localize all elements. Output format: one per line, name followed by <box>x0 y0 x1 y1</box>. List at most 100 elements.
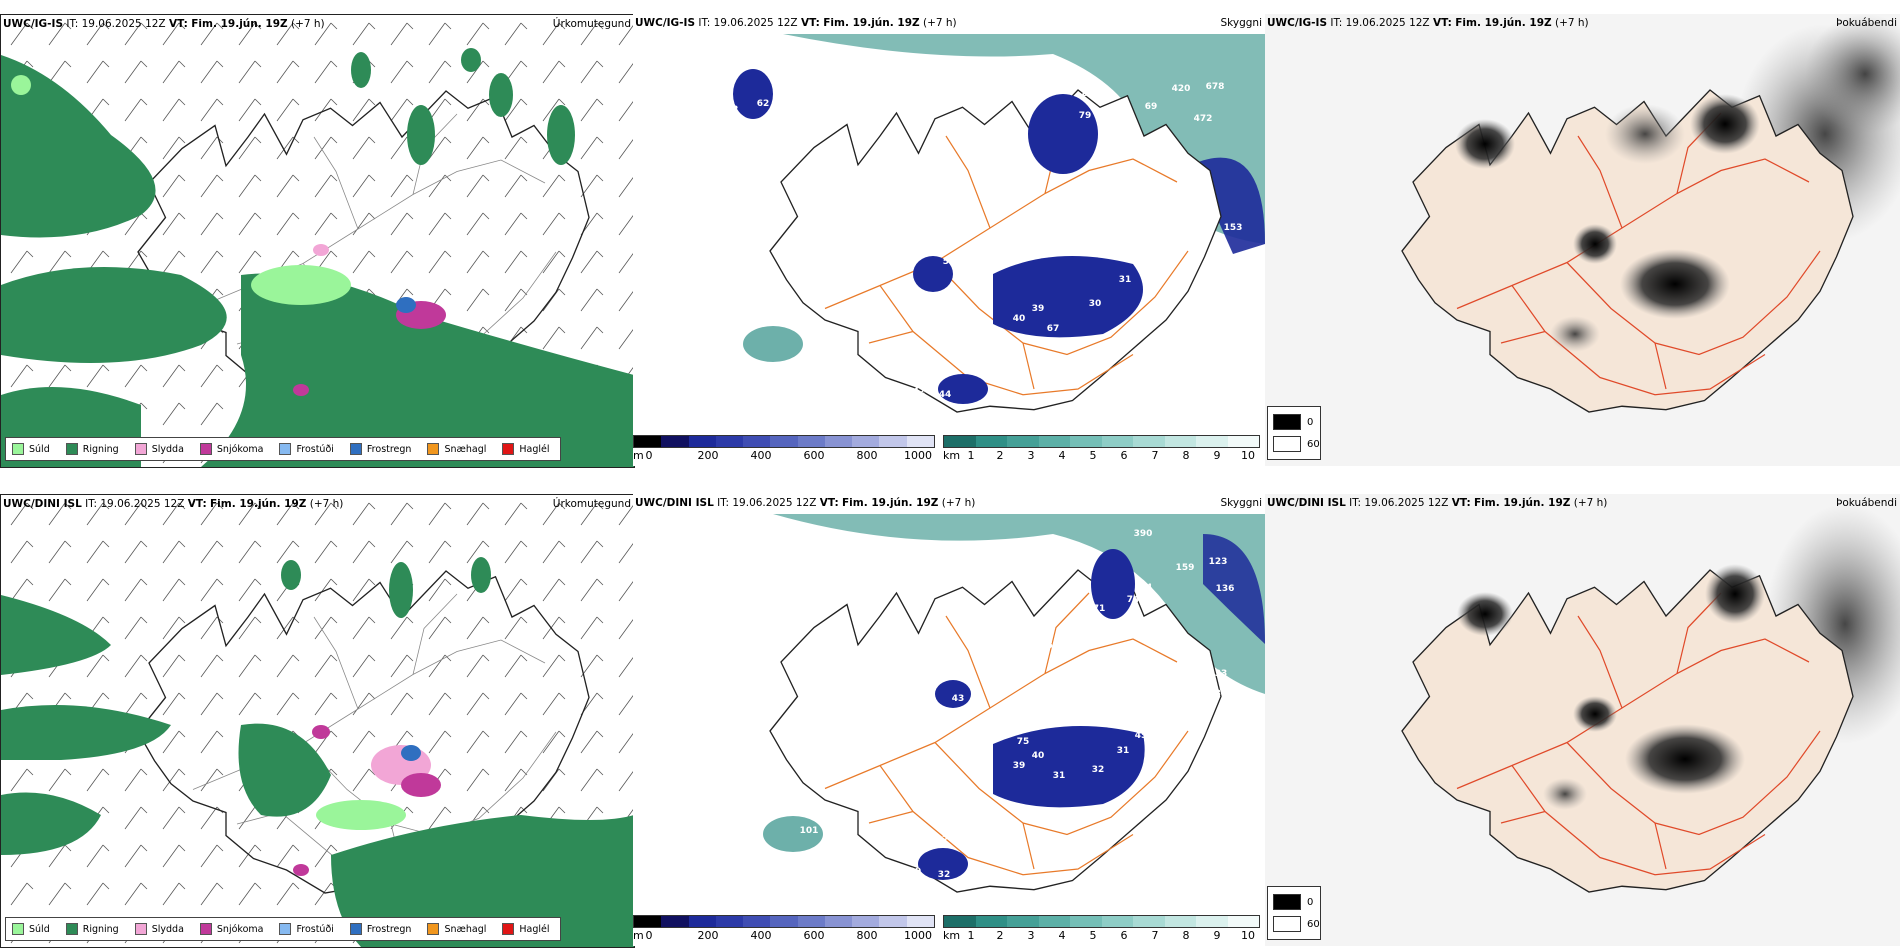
cloud-value: 29 <box>908 867 922 877</box>
cloud-value: 21 <box>824 331 838 341</box>
cloud-value: 209 <box>973 267 993 277</box>
cloud-value: 420 <box>1171 84 1191 94</box>
visibility-tick: 4 <box>1058 929 1066 942</box>
cloud-value: 75 <box>1016 737 1030 747</box>
ceiling-unit: m <box>633 449 644 462</box>
cloud-value: 233 <box>959 339 979 349</box>
cloud-map-row1 <box>733 34 1265 413</box>
fog-low-swatch <box>1273 916 1301 932</box>
precip-product-label-row2: Úrkomutegund <box>552 498 631 510</box>
cloud-value: 472 <box>1193 114 1213 124</box>
cloud-value: 202 <box>719 105 739 115</box>
cloud-value: 43 <box>951 694 965 704</box>
cloud-value: 51 <box>942 257 956 267</box>
cloud-value: 153 <box>1223 223 1243 233</box>
precip-title-row1: UWC/IG-IS IT: 19.06.2025 12Z VT: Fim. 19… <box>3 18 325 30</box>
cloud-title-row1: UWC/IG-IS IT: 19.06.2025 12Z VT: Fim. 19… <box>635 17 957 29</box>
cloud-value: 18 <box>984 349 998 359</box>
cloud-value: 71 <box>1092 604 1106 614</box>
cloud-value: 83 <box>1081 89 1095 99</box>
legend-label: Snjókoma <box>216 923 264 935</box>
precip-legend-row2: Súld Rigning Slydda Snjókoma Frostúði Fr… <box>5 917 561 941</box>
cloud-value: 63 <box>756 574 770 584</box>
frostudi-swatch <box>279 443 292 455</box>
fog-high-swatch <box>1273 894 1301 910</box>
legend-label: Snæhagl <box>444 923 487 935</box>
visibility-tick: 4 <box>1058 449 1066 462</box>
frostregn-swatch <box>349 443 362 455</box>
cloud-value: 69 <box>1144 102 1158 112</box>
visibility-colorbar-row1: km 1 2 3 4 5 6 7 8 9 10 <box>943 435 1260 465</box>
visibility-tick: 10 <box>1241 449 1255 462</box>
precip-title-row2: UWC/DINI ISL IT: 19.06.2025 12Z VT: Fim.… <box>3 498 344 510</box>
visibility-tick: 8 <box>1182 449 1190 462</box>
cloud-value: 67 <box>1046 324 1060 334</box>
ceiling-tick: 800 <box>856 929 878 942</box>
fog-title-row1: UWC/IG-IS IT: 19.06.2025 12Z VT: Fim. 19… <box>1267 17 1589 29</box>
cloud-product-label-row1: Skyggni <box>1220 17 1263 29</box>
cloud-value: 31 <box>1052 771 1066 781</box>
cloud-value: 42 <box>1062 339 1076 349</box>
legend-label: Slydda <box>151 443 184 455</box>
snjokoma-swatch <box>199 923 212 935</box>
fog-panel-row2: UWC/DINI ISL IT: 19.06.2025 12Z VT: Fim.… <box>1265 494 1900 946</box>
cloud-value: 31 <box>1116 746 1130 756</box>
cloud-value: 30 <box>1088 299 1102 309</box>
legend-label: Haglél <box>519 923 550 935</box>
visibility-tick: 1 <box>967 929 975 942</box>
slydda-swatch <box>134 443 147 455</box>
cloud-value: 39 <box>1031 304 1045 314</box>
cloud-panel-row1: UWC/IG-IS IT: 19.06.2025 12Z VT: Fim. 19… <box>633 14 1265 466</box>
legend-label: Frostregn <box>366 923 412 935</box>
legend-label: Rigning <box>82 923 119 935</box>
cloud-panel-row2: UWC/DINI ISL IT: 19.06.2025 12Z VT: Fim.… <box>633 494 1265 946</box>
cloud-value: 45 <box>1134 731 1148 741</box>
ceiling-colorbar-row1: m 0 200 400 600 800 1000 <box>633 435 935 465</box>
cloud-value: 18 <box>966 817 980 827</box>
visibility-unit: km <box>943 929 961 942</box>
visibility-tick: 5 <box>1089 449 1097 462</box>
cloud-value: 32 <box>937 870 951 880</box>
cloud-value: 678 <box>1205 82 1225 92</box>
sudl-swatch <box>12 923 24 935</box>
visibility-tick: 8 <box>1182 929 1190 942</box>
fog-product-label-row2: Þokuábendi <box>1836 497 1897 509</box>
precip-panel-row1: UWC/IG-IS IT: 19.06.2025 12Z VT: Fim. 19… <box>0 14 635 468</box>
visibility-tick: 2 <box>996 929 1004 942</box>
legend-label: Frostregn <box>366 443 412 455</box>
ceiling-tick: 800 <box>856 449 878 462</box>
cloud-value: 52 <box>941 833 955 843</box>
cloud-value: 64 <box>1139 583 1153 593</box>
ceiling-tick: 1000 <box>904 449 932 462</box>
fog-low-label: 60 <box>1307 438 1320 450</box>
cloud-value: 40 <box>1031 751 1045 761</box>
visibility-tick: 6 <box>1120 449 1128 462</box>
legend-label: Snjókoma <box>216 443 264 455</box>
ceiling-tick: 0 <box>645 449 653 462</box>
cloud-value: 62 <box>1099 623 1113 633</box>
ceiling-tick: 400 <box>750 929 772 942</box>
cloud-value: 92 <box>1008 171 1022 181</box>
frostudi-swatch <box>279 923 292 935</box>
fog-high-swatch <box>1273 414 1301 430</box>
visibility-tick: 6 <box>1120 929 1128 942</box>
cloud-value: 123 <box>1208 557 1228 567</box>
ceiling-colorbar-row2: m 0 200 400 600 800 1000 <box>633 915 935 945</box>
snjokoma-swatch <box>199 443 212 455</box>
cloud-value: 94 <box>906 354 920 364</box>
rigning-swatch <box>65 923 78 935</box>
visibility-bar <box>943 435 1260 448</box>
precip-product-label-row1: Úrkomutegund <box>552 18 631 30</box>
legend-label: Frostúði <box>296 923 334 935</box>
visibility-tick: 10 <box>1241 929 1255 942</box>
frostregn-swatch <box>349 923 362 935</box>
fog-title-row2: UWC/DINI ISL IT: 19.06.2025 12Z VT: Fim.… <box>1267 497 1608 509</box>
ceiling-tick: 600 <box>803 449 825 462</box>
ceiling-tick: 0 <box>645 929 653 942</box>
cloud-value: 56 <box>1046 641 1060 651</box>
visibility-tick: 9 <box>1213 449 1221 462</box>
ceiling-tick: 400 <box>750 449 772 462</box>
visibility-tick: 1 <box>967 449 975 462</box>
legend-label: Súld <box>29 443 50 455</box>
cloud-value: 39 <box>1012 761 1026 771</box>
